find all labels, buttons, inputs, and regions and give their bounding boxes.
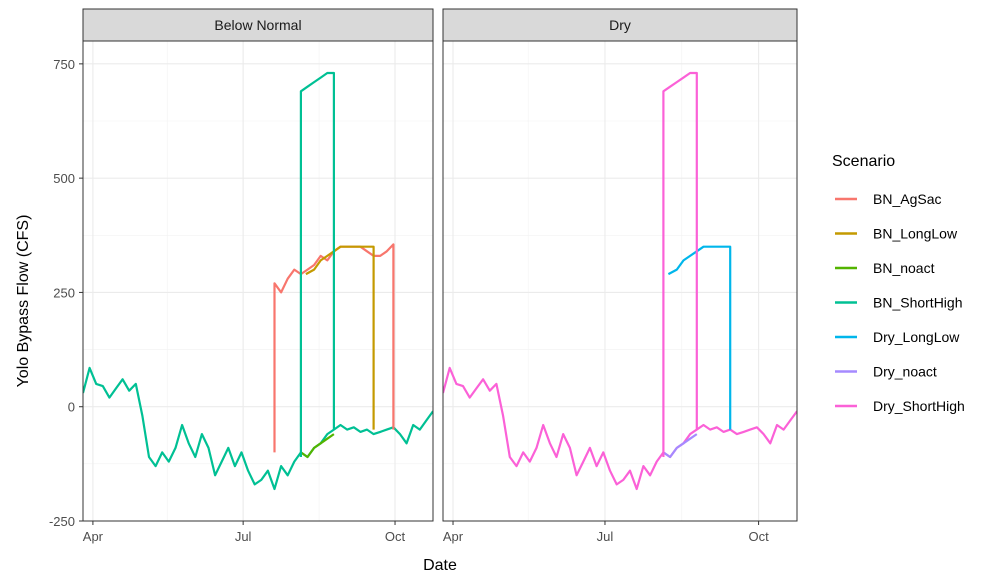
x-tick-label: Jul — [597, 529, 614, 544]
legend-item: Dry_ShortHigh — [835, 398, 965, 414]
x-tick-label: Apr — [443, 529, 464, 544]
series-line-base-Dry_ShortHigh — [443, 366, 797, 491]
legend-item: Dry_LongLow — [835, 329, 960, 345]
y-tick-label: 0 — [68, 400, 75, 415]
y-tick-label: 500 — [53, 171, 75, 186]
legend: Scenario BN_AgSac BN_LongLow BN_noact BN_Sh… — [832, 153, 965, 414]
series-lines — [83, 71, 433, 491]
legend-label: Dry_LongLow — [873, 329, 960, 345]
panel-border — [82, 40, 434, 522]
series-lines — [443, 71, 797, 491]
legend-item: BN_LongLow — [835, 226, 958, 242]
legend-label: BN_noact — [873, 260, 935, 276]
series-line-BN_ShortHigh — [299, 71, 335, 457]
series-line-Dry_LongLow — [667, 245, 732, 430]
legend-title: Scenario — [832, 153, 895, 170]
x-tick-label: Jul — [235, 529, 252, 544]
y-axis-title: Yolo Bypass Flow (CFS) — [15, 215, 32, 388]
facet-strip-label: Dry — [609, 17, 631, 33]
facet-strip-label: Below Normal — [214, 17, 301, 33]
plot-background — [443, 41, 797, 521]
legend-item: BN_AgSac — [835, 191, 941, 207]
legend-label: BN_AgSac — [873, 191, 941, 207]
series-line-Dry_ShortHigh — [662, 71, 698, 457]
series-line-base-BN_ShortHigh — [83, 366, 433, 491]
legend-item: Dry_noact — [835, 364, 937, 380]
series-line-BN_noact — [300, 433, 335, 459]
x-tick-label: Oct — [748, 529, 769, 544]
x-tick-label: Apr — [83, 529, 104, 544]
legend-label: BN_ShortHigh — [873, 295, 963, 311]
x-axis-title: Date — [423, 557, 457, 574]
facet-strip — [82, 8, 434, 42]
facet-panel: Dry — [442, 8, 798, 522]
y-tick-label: 250 — [53, 285, 75, 300]
legend-label: BN_LongLow — [873, 226, 958, 242]
x-axis: Apr Jul Oct Apr Jul Oct — [83, 521, 769, 544]
legend-label: Dry_ShortHigh — [873, 398, 965, 414]
x-tick-label: Oct — [385, 529, 406, 544]
panel-border — [442, 40, 798, 522]
series-line-Dry_noact — [662, 433, 698, 459]
legend-label: Dry_noact — [873, 364, 937, 380]
plot-background — [83, 41, 433, 521]
legend-item: BN_noact — [835, 260, 935, 276]
y-axis: -250 0 250 500 750 — [49, 57, 83, 529]
y-tick-label: -250 — [49, 514, 75, 529]
chart-panels: Below Normal Dry — [82, 8, 798, 522]
y-tick-label: 750 — [53, 57, 75, 72]
legend-item: BN_ShortHigh — [835, 295, 963, 311]
series-line-BN_LongLow — [305, 245, 375, 430]
facet-panel: Below Normal — [82, 8, 434, 522]
